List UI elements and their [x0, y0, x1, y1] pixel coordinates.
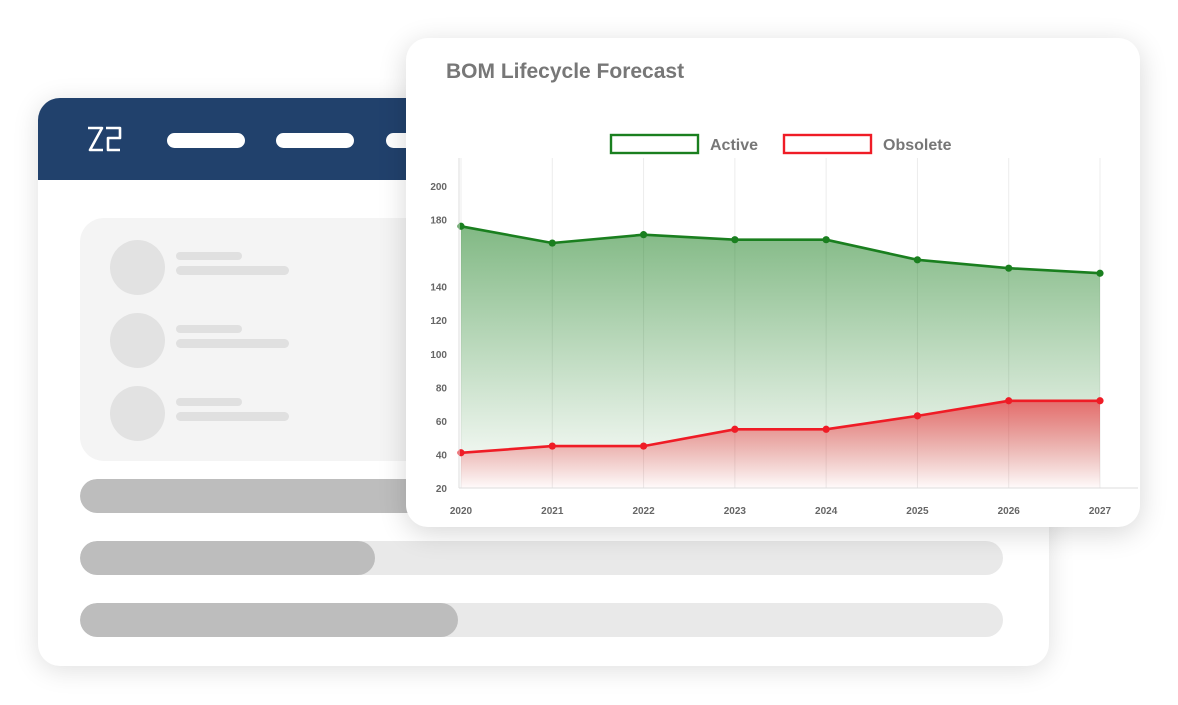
data-point-obsolete	[457, 449, 465, 457]
data-point-obsolete	[913, 412, 922, 420]
avatar	[110, 313, 165, 368]
data-point-obsolete	[1096, 397, 1104, 405]
y-tick-label: 120	[430, 316, 447, 327]
data-point-obsolete	[731, 425, 739, 433]
progress-bar-fill	[80, 479, 468, 513]
x-tick-label: 2025	[906, 506, 929, 517]
progress-bar-fill	[80, 603, 459, 637]
legend-swatch-active	[609, 133, 700, 155]
text-placeholder	[176, 266, 289, 275]
progress-bar	[80, 541, 1003, 575]
legend-label-active: Active	[710, 137, 758, 154]
x-tick-label: 2020	[450, 506, 473, 517]
list-item[interactable]	[110, 313, 490, 369]
text-placeholder	[176, 412, 289, 421]
lifecycle-area-chart: 20 40 60 80 100 120 140 180 200 2020 2021 2022 2023 2…	[430, 133, 1138, 517]
avatar	[110, 240, 165, 295]
data-point-active	[639, 231, 648, 239]
list-item[interactable]	[110, 386, 490, 442]
series-line-active	[460, 225, 1101, 275]
y-tick-label: 200	[430, 182, 447, 193]
x-tick-label: 2023	[724, 506, 747, 517]
avatar	[110, 386, 165, 441]
x-tick-label: 2021	[541, 506, 564, 517]
list-item[interactable]	[110, 240, 490, 296]
text-placeholder	[176, 339, 289, 348]
progress-bar-fill	[80, 541, 376, 575]
data-point-active	[822, 236, 830, 244]
y-tick-label: 60	[436, 417, 448, 428]
legend-label-obsolete: Obsolete	[883, 137, 952, 154]
series-area-obsolete	[461, 400, 1100, 488]
x-tick-label: 2022	[632, 506, 655, 517]
y-tick-label: 40	[436, 450, 448, 461]
x-tick-label: 2027	[1089, 506, 1112, 517]
chart-title: BOM Lifecycle Forecast	[446, 60, 685, 83]
text-placeholder	[176, 398, 242, 406]
text-placeholder	[176, 325, 242, 333]
nav-item-placeholder[interactable]	[167, 133, 245, 148]
y-tick-label: 20	[436, 484, 448, 495]
x-tick-label: 2024	[815, 506, 838, 517]
data-point-active	[913, 256, 922, 264]
z2-logo-icon	[88, 126, 122, 152]
chart-card: BOM Lifecycle Forecast 20 40 60 80 100 120 140…	[406, 38, 1140, 527]
y-tick-label: 140	[430, 283, 447, 294]
y-tick-label: 100	[430, 350, 447, 361]
data-point-active	[548, 239, 556, 247]
data-point-active	[731, 236, 739, 244]
y-tick-label: 80	[436, 383, 448, 394]
text-placeholder	[176, 252, 242, 260]
data-point-active	[457, 222, 465, 230]
data-point-active	[1096, 269, 1104, 277]
data-point-obsolete	[639, 442, 648, 450]
x-tick-label: 2026	[998, 506, 1021, 517]
data-point-obsolete	[548, 442, 556, 450]
series-line-obsolete	[460, 399, 1100, 455]
legend-swatch-obsolete	[782, 133, 873, 155]
nav-item-placeholder[interactable]	[276, 133, 354, 148]
progress-bar	[80, 603, 1003, 637]
data-point-active	[1005, 264, 1013, 272]
data-point-obsolete	[822, 425, 830, 433]
y-tick-label: 180	[430, 216, 447, 227]
data-point-obsolete	[1005, 397, 1013, 405]
